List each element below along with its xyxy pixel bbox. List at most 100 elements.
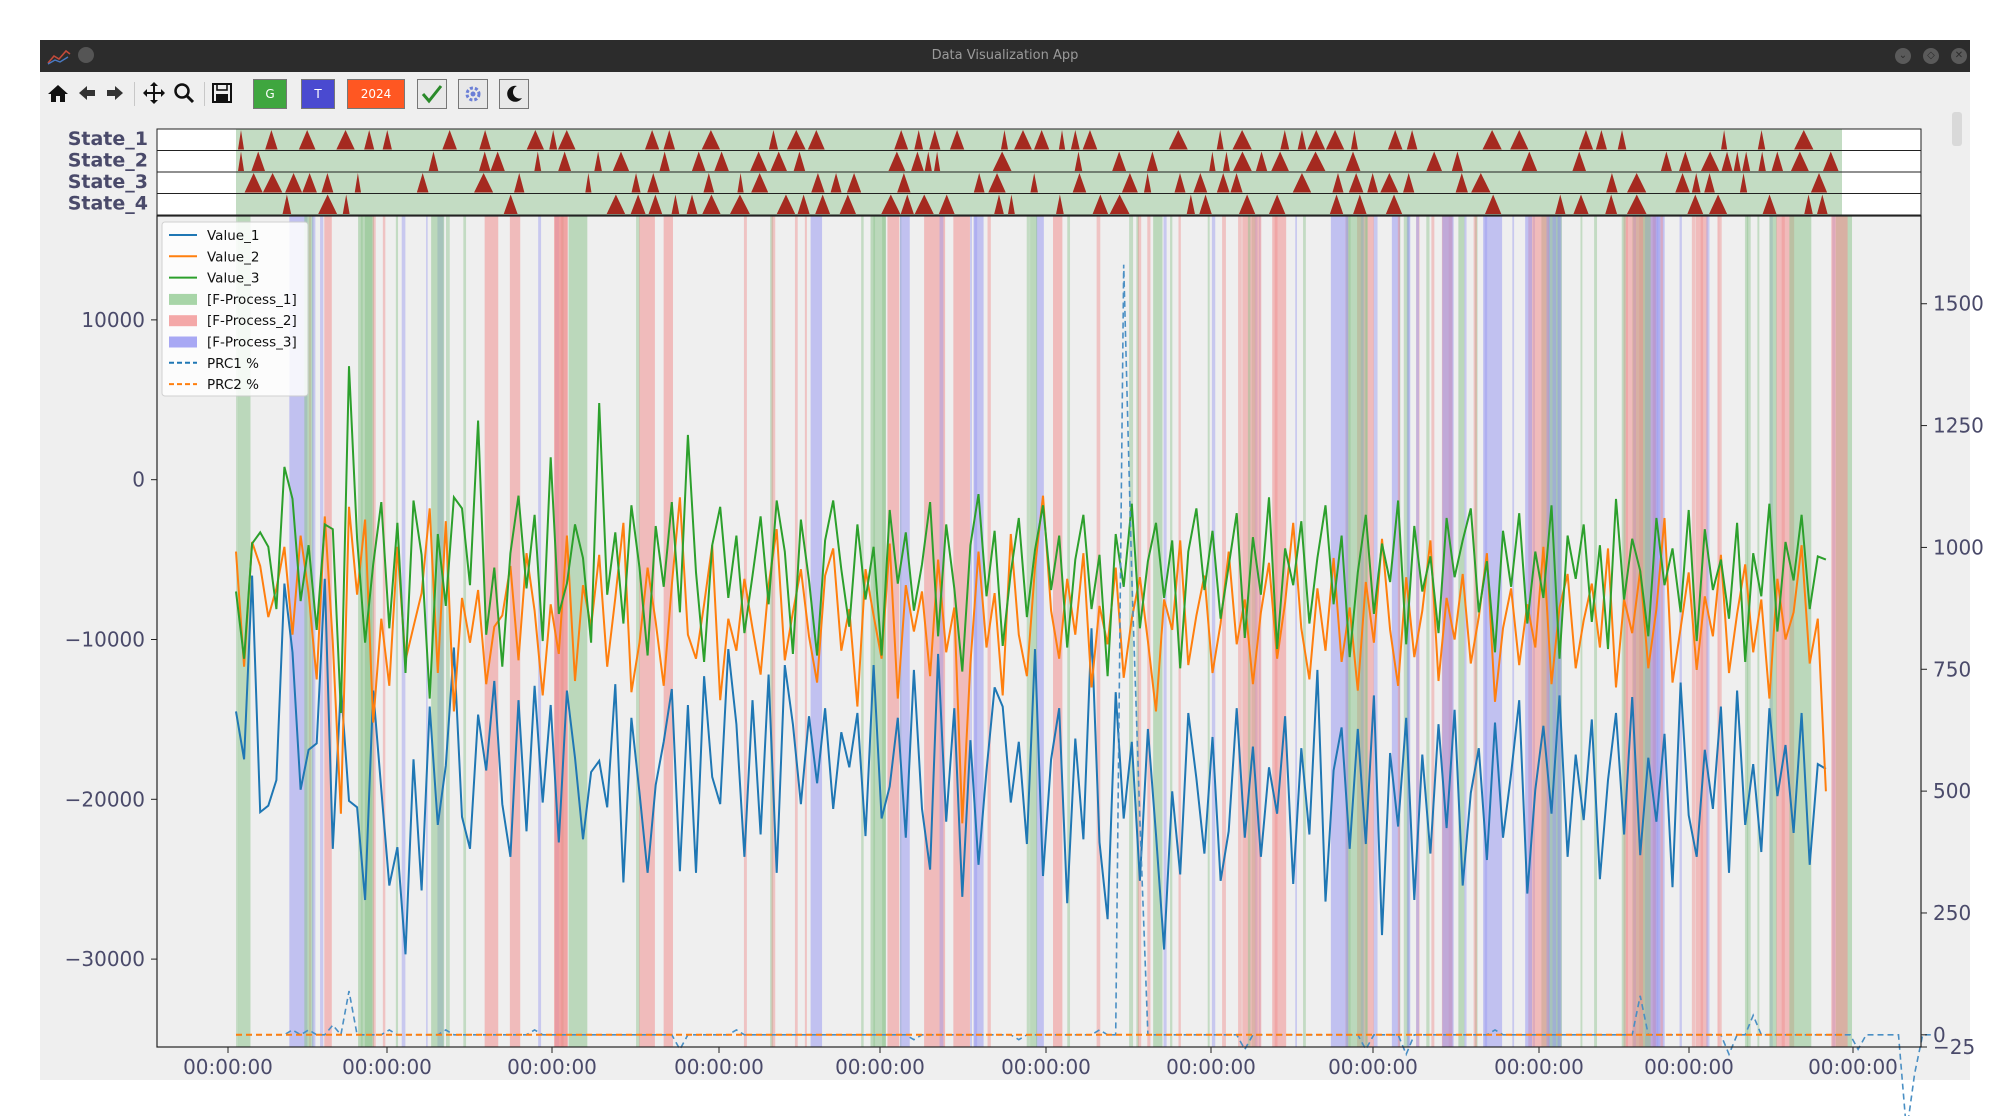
state-on-marker <box>244 173 263 193</box>
gear-icon[interactable] <box>458 79 488 109</box>
title-bar: Data Visualization App ⌄ ◇ ✕ <box>40 40 1970 72</box>
legend-swatch <box>169 293 197 305</box>
state-on-marker <box>1109 194 1130 214</box>
state-on-marker <box>1216 173 1230 193</box>
menu-dot-button[interactable] <box>78 47 94 63</box>
state-on-marker <box>1626 194 1647 214</box>
state-on-marker <box>1484 194 1502 214</box>
state-on-marker <box>701 130 721 150</box>
state-on-marker <box>702 194 721 214</box>
state-on-marker <box>671 194 680 214</box>
state-on-marker <box>1222 151 1230 171</box>
process-span <box>1426 216 1430 1047</box>
close-icon[interactable]: ✕ <box>1951 48 1967 64</box>
process-span <box>1660 216 1663 1047</box>
process-span <box>870 216 886 1047</box>
state-on-marker <box>534 151 542 171</box>
state-on-marker <box>1174 173 1186 193</box>
state-on-marker <box>1348 173 1364 193</box>
toolbar-separator <box>134 82 135 106</box>
state-on-marker <box>336 130 355 150</box>
state-on-marker <box>1305 151 1326 171</box>
window-title: Data Visualization App <box>931 48 1079 63</box>
process-span <box>771 216 776 1047</box>
state-on-marker <box>1056 194 1064 214</box>
process-span <box>1163 216 1167 1047</box>
state-on-marker <box>238 130 245 150</box>
state-on-marker <box>914 194 934 214</box>
left-ytick-label: −10000 <box>65 627 145 651</box>
g-button[interactable]: G <box>253 79 287 109</box>
state-on-marker <box>1606 173 1618 193</box>
forward-arrow-icon[interactable] <box>102 78 128 108</box>
state-on-marker <box>630 194 646 214</box>
process-span <box>289 216 308 1047</box>
state-on-marker <box>1572 151 1586 171</box>
xtick-label: 00:00:00 <box>1808 1055 1898 1079</box>
back-arrow-icon[interactable] <box>74 78 100 108</box>
process-span <box>1652 216 1665 1047</box>
process-span <box>1295 216 1297 1047</box>
pan-icon[interactable] <box>140 78 168 108</box>
state-on-marker <box>839 194 857 214</box>
process-span <box>238 216 251 1047</box>
state-on-marker <box>612 151 630 171</box>
state-on-marker <box>354 173 361 193</box>
save-icon[interactable] <box>208 78 236 108</box>
scrollbar-handle[interactable] <box>1952 112 1962 146</box>
right-ytick-label: 500 <box>1933 779 1971 803</box>
axes: 10000 0 −10000 −20000 −30000 1500 1250 1000 750 5… <box>65 215 1984 1079</box>
state-on-marker <box>364 130 375 150</box>
check-icon[interactable] <box>417 79 447 109</box>
state-on-marker <box>318 194 338 214</box>
state-on-marker <box>382 130 392 150</box>
state-on-marker <box>1014 130 1032 150</box>
minimize-icon[interactable]: ⌄ <box>1895 48 1911 64</box>
right-ytick-label: 0 <box>1933 1023 1946 1047</box>
state-on-marker <box>442 130 457 150</box>
state-on-marker <box>1387 130 1403 150</box>
state-on-marker <box>1307 130 1326 150</box>
xtick-label: 00:00:00 <box>183 1055 273 1079</box>
state-on-marker <box>686 194 698 214</box>
state-on-marker <box>1426 151 1443 171</box>
process-span <box>939 216 944 1047</box>
year-button[interactable]: 2024 <box>347 79 405 109</box>
zoom-icon[interactable] <box>170 78 198 108</box>
state-on-marker <box>1794 130 1814 150</box>
process-span <box>1365 216 1368 1047</box>
state-on-marker <box>514 173 525 193</box>
state-on-marker <box>1510 130 1529 150</box>
state-on-marker <box>1209 151 1216 171</box>
state-on-marker <box>770 151 787 171</box>
xtick-label: 00:00:00 <box>507 1055 597 1079</box>
state-on-marker <box>750 151 768 171</box>
state-on-marker <box>1070 130 1080 150</box>
state-on-marker <box>1238 194 1256 214</box>
process-span <box>395 216 399 1047</box>
state-on-marker <box>1605 194 1618 214</box>
state-on-marker <box>1092 194 1109 214</box>
moon-icon[interactable] <box>499 79 529 109</box>
xtick-label: 00:00:00 <box>1001 1055 1091 1079</box>
process-span <box>1625 216 1628 1047</box>
legend-label: PRC1 % <box>207 356 259 372</box>
process-span <box>1407 216 1410 1047</box>
state-on-marker <box>1403 173 1415 193</box>
axes-frame <box>156 215 1922 1048</box>
t-button[interactable]: T <box>301 79 335 109</box>
maximize-icon[interactable]: ◇ <box>1923 48 1939 64</box>
process-span <box>1247 216 1251 1047</box>
state-fill <box>236 194 1842 215</box>
process-span <box>236 216 239 1047</box>
home-icon[interactable] <box>44 78 72 108</box>
state-on-marker <box>659 151 670 171</box>
process-span <box>324 216 332 1047</box>
process-span <box>1746 216 1751 1047</box>
state-on-marker <box>265 130 278 150</box>
legend-label: [F-Process_2] <box>207 313 297 329</box>
state-on-marker <box>1482 130 1502 150</box>
process-span <box>1525 216 1533 1047</box>
series-lines <box>235 264 1931 1116</box>
state-on-marker <box>751 173 769 193</box>
